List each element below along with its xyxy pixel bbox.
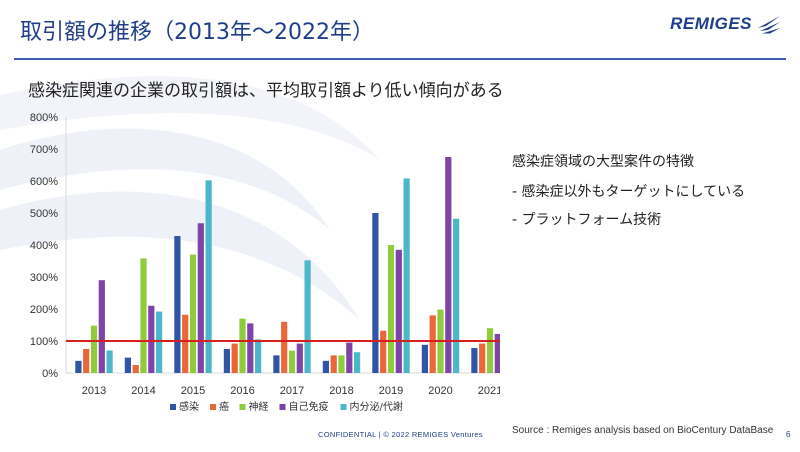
y-tick-label: 0% xyxy=(42,368,58,380)
y-tick-label: 300% xyxy=(30,272,58,284)
bar-2016-s0 xyxy=(223,349,230,373)
bar-2015-s0 xyxy=(174,236,181,373)
bar-2014-s2 xyxy=(140,258,147,373)
bar-2018-s1 xyxy=(330,355,337,373)
title-divider xyxy=(14,58,786,60)
bar-2016-s1 xyxy=(231,343,238,373)
bar-2020-s1 xyxy=(429,315,436,373)
bar-2014-s1 xyxy=(132,365,139,373)
bar-2017-s4 xyxy=(304,260,311,373)
legend-swatch xyxy=(340,404,347,410)
bar-2019-s4 xyxy=(403,178,410,373)
bar-2014-s3 xyxy=(148,305,155,373)
logo-text: REMIGES xyxy=(670,14,752,33)
legend-label: 感染 xyxy=(179,400,199,413)
bar-2020-s4 xyxy=(453,218,460,373)
bar-2020-s3 xyxy=(445,157,452,373)
bar-2018-s0 xyxy=(322,360,329,373)
x-tick-label: 2016 xyxy=(230,385,254,397)
bar-2019-s1 xyxy=(380,330,387,373)
bar-2013-s4 xyxy=(106,350,113,373)
y-tick-label: 400% xyxy=(30,240,58,252)
x-tick-label: 2018 xyxy=(329,385,353,397)
bar-2013-s2 xyxy=(90,325,98,373)
slide-title: 取引額の推移（2013年～2022年） xyxy=(20,20,374,45)
slide-subtitle: 感染症関連の企業の取引額は、平均取引額より低い傾向がある xyxy=(28,81,504,101)
y-tick-label: 600% xyxy=(30,176,58,188)
bar-2016-s4 xyxy=(255,339,262,373)
bar-2014-s0 xyxy=(124,357,131,373)
bar-2017-s3 xyxy=(296,343,303,373)
bar-2013-s0 xyxy=(75,360,82,373)
bar-2017-s2 xyxy=(288,350,296,373)
legend-label: 癌 xyxy=(219,400,229,413)
y-tick-label: 800% xyxy=(30,112,58,124)
x-tick-label: 2017 xyxy=(280,385,304,397)
y-tick-label: 200% xyxy=(30,304,58,316)
bar-2013-s1 xyxy=(83,349,90,373)
bar-chart: 0% 100% 200% 300% 400% 500% 600% 700% 800% 2013 20… xyxy=(30,112,500,413)
legend-swatch xyxy=(210,404,216,410)
bar-2019-s3 xyxy=(395,249,402,373)
legend-label: 神経 xyxy=(249,400,269,413)
company-logo: REMIGES xyxy=(670,14,782,34)
bar-2015-s2 xyxy=(189,254,197,373)
x-tick-label: 2015 xyxy=(181,385,205,397)
confidential-footer: CONFIDENTIAL | © 2022 REMIGES Ventures xyxy=(318,430,483,439)
bar-2015-s1 xyxy=(182,314,189,373)
notes-item: - プラットフォーム技術 xyxy=(512,212,662,228)
legend-label: 内分泌/代謝 xyxy=(350,400,403,413)
legend-swatch xyxy=(170,404,176,410)
bar-2019-s2 xyxy=(387,245,395,373)
source-note: Source : Remiges analysis based on BioCe… xyxy=(512,425,774,436)
bar-2016-s3 xyxy=(247,323,254,373)
bar-2017-s0 xyxy=(273,355,280,373)
bar-2015-s3 xyxy=(197,223,204,373)
bar-2018-s2 xyxy=(338,355,345,373)
legend-label: 自己免疫 xyxy=(289,400,329,413)
legend-swatch xyxy=(239,404,246,410)
y-tick-label: 700% xyxy=(30,144,58,156)
bar-2018-s4 xyxy=(354,352,361,373)
bar-2013-s3 xyxy=(98,280,105,373)
bar-2017-s1 xyxy=(281,321,288,373)
bar-2015-s4 xyxy=(205,180,212,373)
x-tick-label: 2014 xyxy=(131,385,155,397)
x-tick-label: 2013 xyxy=(82,385,106,397)
bar-2021-s0 xyxy=(471,348,478,373)
notes-item: - 感染症以外もターゲットにしている xyxy=(512,184,746,200)
y-tick-label: 500% xyxy=(30,208,58,220)
x-tick-label: 2019 xyxy=(379,385,403,397)
notes-heading: 感染症領域の大型案件の特徴 xyxy=(512,154,694,170)
bar-2021-s1 xyxy=(479,343,486,373)
bar-2016-s2 xyxy=(239,318,246,373)
notes-panel: 感染症領域の大型案件の特徴 - 感染症以外もターゲットにしている - プラットフ… xyxy=(512,148,745,234)
logo-wing-icon xyxy=(758,16,780,34)
legend-swatch xyxy=(279,404,286,410)
bar-2018-s3 xyxy=(346,342,353,373)
bar-2021-s3 xyxy=(494,333,500,373)
bar-2021-s2 xyxy=(486,328,494,373)
bar-2014-s4 xyxy=(156,311,163,373)
bar-2019-s0 xyxy=(372,213,379,373)
y-tick-label: 100% xyxy=(30,336,58,348)
bar-2020-s0 xyxy=(421,344,428,373)
page-number: 6 xyxy=(786,430,791,439)
x-tick-label: 2021 xyxy=(478,385,500,397)
x-tick-label: 2020 xyxy=(428,385,452,397)
